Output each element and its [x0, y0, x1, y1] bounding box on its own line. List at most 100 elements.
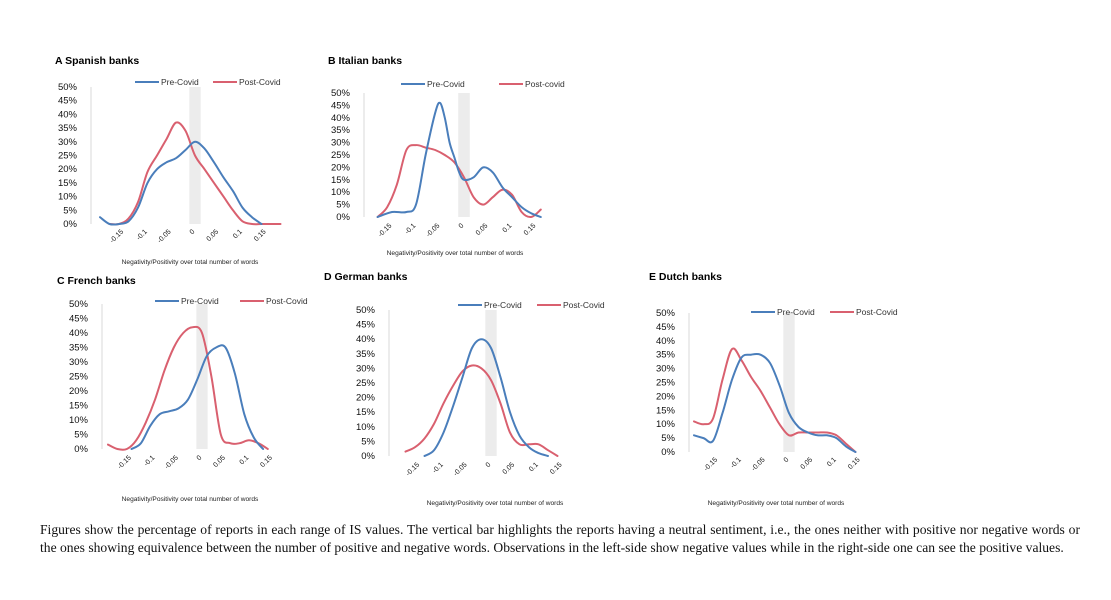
y-tick-label: 0%	[63, 219, 77, 230]
y-tick-label: 20%	[58, 164, 78, 175]
y-tick-label: 40%	[356, 334, 376, 345]
y-tick-label: 50%	[331, 88, 351, 99]
y-tick-label: 35%	[69, 343, 89, 354]
legend-label-post: Post-covid	[525, 79, 565, 89]
x-tick-label: -0.05	[750, 456, 766, 472]
legend-label-post: Post-Covid	[563, 300, 605, 310]
x-tick-label: 0.15	[253, 228, 268, 243]
chart-title: C French banks	[57, 275, 136, 287]
neutral-band	[196, 304, 208, 449]
y-tick-label: 5%	[661, 433, 675, 444]
legend-label-pre: Pre-Covid	[777, 307, 815, 317]
legend-label-pre: Pre-Covid	[161, 77, 199, 87]
chart-e: E Dutch banks 50% 45% 40% 35% 30% 25% 20% 15% 10%…	[649, 271, 898, 507]
y-tick-label: 10%	[356, 422, 376, 433]
y-tick-label: 50%	[69, 299, 89, 310]
x-tick-label: 0	[458, 222, 466, 230]
x-tick-label: -0.1	[135, 228, 149, 242]
y-tick-label: 20%	[656, 391, 676, 402]
series-line-pre	[376, 101, 542, 218]
y-tick-label: 10%	[58, 192, 78, 203]
x-tick-label: -0.15	[117, 454, 133, 470]
x-tick-label: -0.1	[143, 454, 157, 468]
y-tick-label: 30%	[69, 357, 89, 368]
y-tick-label: 45%	[356, 320, 376, 331]
y-tick-label: 5%	[361, 436, 375, 447]
x-tick-label: -0.15	[405, 461, 421, 477]
y-tick-label: 45%	[331, 100, 351, 111]
x-tick-label: 0	[189, 228, 197, 236]
x-axis-label: Negativity/Positivity over total number …	[387, 250, 524, 257]
x-tick-label: 0	[783, 456, 791, 464]
series-line-post	[693, 347, 857, 453]
x-tick-label: -0.1	[729, 456, 743, 470]
legend-label-post: Post-Covid	[266, 296, 308, 306]
x-tick-label: 0.1	[239, 454, 251, 466]
x-tick-label: 0.15	[259, 454, 274, 469]
legend-label-pre: Pre-Covid	[484, 300, 522, 310]
y-tick-label: 15%	[69, 401, 89, 412]
chart-title: E Dutch banks	[649, 271, 722, 283]
y-tick-label: 25%	[58, 151, 78, 162]
figure-caption: Figures show the percentage of reports i…	[40, 522, 1080, 555]
x-tick-label: 0.1	[826, 456, 838, 468]
y-tick-label: 0%	[361, 451, 375, 462]
x-tick-label: 0.05	[475, 222, 490, 237]
neutral-band	[783, 313, 795, 452]
x-tick-label: 0.1	[502, 222, 514, 234]
x-axis-label: Negativity/Positivity over total number …	[708, 500, 845, 507]
x-tick-label: 0.15	[549, 461, 564, 476]
y-tick-label: 25%	[331, 150, 351, 161]
x-tick-label: -0.15	[109, 228, 125, 244]
y-tick-label: 30%	[656, 364, 676, 375]
y-tick-label: 15%	[356, 407, 376, 418]
y-tick-label: 35%	[656, 350, 676, 361]
y-tick-label: 0%	[661, 447, 675, 458]
y-tick-label: 20%	[331, 162, 351, 173]
x-tick-label: -0.05	[156, 228, 172, 244]
neutral-band	[485, 310, 497, 456]
series-line-pre	[693, 352, 857, 453]
y-tick-label: 25%	[356, 378, 376, 389]
x-axis-label: Negativity/Positivity over total number …	[427, 500, 564, 507]
y-tick-label: 0%	[74, 444, 88, 455]
x-tick-label: 0.05	[206, 228, 221, 243]
y-tick-label: 50%	[356, 305, 376, 316]
y-tick-label: 10%	[331, 187, 351, 198]
y-tick-label: 40%	[656, 336, 676, 347]
series-line-post	[376, 144, 542, 219]
x-tick-label: 0	[485, 461, 493, 469]
y-tick-label: 5%	[63, 205, 77, 216]
legend-label-pre: Pre-Covid	[181, 296, 219, 306]
chart-title: B Italian banks	[328, 55, 402, 67]
y-tick-label: 25%	[656, 378, 676, 389]
y-tick-label: 35%	[58, 123, 78, 134]
y-tick-label: 0%	[336, 212, 350, 223]
y-tick-label: 40%	[69, 328, 89, 339]
x-axis-label: Negativity/Positivity over total number …	[122, 496, 259, 503]
x-tick-label: -0.05	[164, 454, 180, 470]
series-line-pre	[130, 344, 265, 450]
x-tick-label: 0.1	[232, 228, 244, 240]
x-tick-label: 0.15	[847, 456, 862, 471]
x-tick-label: 0.15	[523, 222, 538, 237]
y-tick-label: 35%	[331, 125, 351, 136]
legend-label-pre: Pre-Covid	[427, 79, 465, 89]
series-line-post	[404, 364, 559, 457]
chart-a: A Spanish banks 50% 45% 40% 35% 30% 25% 20% 15% 1…	[55, 55, 282, 266]
y-tick-label: 10%	[656, 419, 676, 430]
series-line-post	[107, 325, 269, 451]
x-axis-label: Negativity/Positivity over total number …	[122, 259, 259, 266]
x-tick-label: 0.05	[502, 461, 517, 476]
neutral-band	[458, 93, 470, 217]
y-tick-label: 40%	[331, 113, 351, 124]
y-tick-label: 25%	[69, 372, 89, 383]
y-tick-label: 20%	[69, 386, 89, 397]
y-tick-label: 5%	[74, 430, 88, 441]
y-tick-label: 45%	[656, 322, 676, 333]
y-tick-label: 40%	[58, 109, 78, 120]
y-tick-label: 30%	[356, 363, 376, 374]
chart-c: C French banks 50% 45% 40% 35% 30% 25% 20% 15% 10…	[57, 275, 308, 503]
chart-b: B Italian banks 50%45% 40%35% 30%25%20% 15%1…	[328, 55, 565, 257]
series-line-pre	[423, 338, 549, 457]
